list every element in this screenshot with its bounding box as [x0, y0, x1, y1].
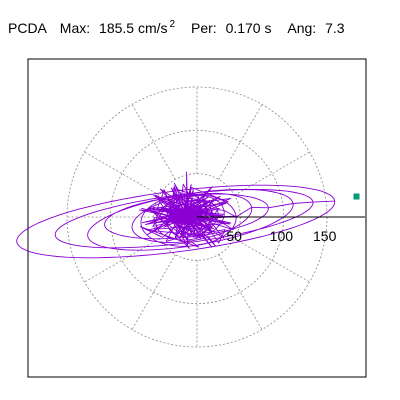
per-unit: s — [264, 20, 272, 36]
max-unit-text: cm/s — [137, 20, 168, 36]
grid-spoke-120 — [131, 104, 176, 180]
peak-marker — [353, 193, 360, 200]
orbit-path — [16, 171, 336, 259]
tick-label-100: 100 — [270, 228, 294, 244]
tick-label-50: 50 — [226, 228, 242, 244]
per-value: 0.170 — [225, 20, 261, 36]
grid-spoke-330 — [234, 238, 310, 283]
grid-spoke-60 — [218, 104, 263, 180]
max-value: 185.5 — [99, 20, 135, 36]
component-label: PCDA — [8, 20, 47, 36]
ang-label: Ang: — [287, 20, 317, 36]
tick-label-150: 150 — [313, 228, 337, 244]
grid-spoke-240 — [131, 254, 176, 330]
max-unit-exponent: 2 — [169, 19, 176, 30]
orbit-trace — [16, 171, 336, 259]
chart-header: PCDA Max: 185.5 cm/s 2 Per: 0.170 s Ang: … — [8, 19, 345, 37]
plot-frame — [27, 58, 367, 378]
grid-spoke-150 — [84, 151, 160, 196]
grid-spoke-210 — [84, 238, 160, 283]
grid-spoke-30 — [234, 151, 310, 196]
grid-spoke-300 — [218, 254, 263, 330]
ang-value: 7.3 — [325, 20, 345, 36]
max-label: Max: — [59, 20, 91, 36]
radial-tick-labels: 50 100 150 — [226, 228, 336, 244]
max-unit: cm/s 2 — [137, 19, 176, 37]
per-label: Per: — [190, 20, 217, 36]
